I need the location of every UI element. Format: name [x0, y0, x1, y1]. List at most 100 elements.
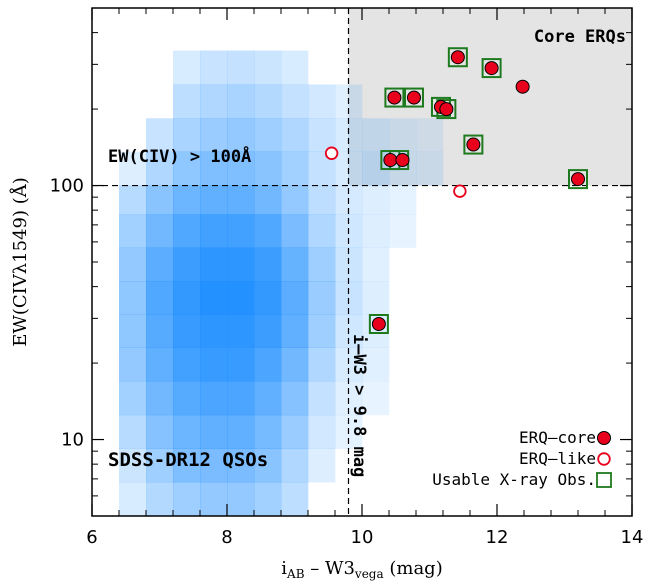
density-cell: [308, 414, 336, 450]
density-cell: [119, 281, 147, 316]
density-cell: [146, 214, 174, 248]
density-cell: [308, 347, 336, 382]
erq-core-point: [395, 153, 410, 168]
density-cell: [200, 482, 228, 516]
xray-marker: [368, 314, 389, 335]
density-cell: [254, 448, 282, 483]
density-cell: [281, 185, 309, 215]
erq-core-point: [383, 153, 398, 168]
x-tick-label: 10: [351, 527, 374, 548]
density-cell: [254, 414, 282, 450]
density-cell: [227, 381, 255, 416]
density-cell: [254, 118, 282, 152]
density-cell: [173, 347, 201, 382]
density-cell: [254, 482, 282, 516]
density-cell: [146, 151, 174, 186]
density-cell: [146, 482, 174, 516]
density-cell: [308, 214, 336, 248]
density-cell: [254, 185, 282, 215]
density-cell: [389, 185, 417, 215]
density-cell: [173, 414, 201, 450]
density-cell: [119, 185, 147, 215]
density-cell: [254, 381, 282, 416]
erq-core-point: [406, 90, 421, 105]
core-erqs-label: Core ERQs: [534, 27, 626, 47]
density-cell: [227, 118, 255, 152]
density-cell: [119, 151, 147, 186]
x-tick-label: 14: [621, 527, 644, 548]
density-cell: [200, 151, 228, 186]
density-cell: [254, 314, 282, 348]
legend-label-erq-core: ERQ–core: [519, 428, 596, 447]
density-cell: [281, 84, 309, 119]
y-tick-label: 10: [61, 430, 84, 451]
density-cell: [227, 151, 255, 186]
density-cell: [119, 381, 147, 416]
ew-cut-label: EW(CIV) > 100Å: [108, 144, 251, 167]
density-cell: [389, 214, 417, 248]
erq-core-point: [371, 317, 386, 332]
legend-marker-erq-core: [597, 431, 611, 445]
erq-like-point: [453, 184, 467, 198]
density-cell: [146, 314, 174, 348]
density-cell: [200, 118, 228, 152]
erq-core-point: [484, 61, 499, 76]
density-cell: [173, 482, 201, 516]
xray-marker: [463, 134, 484, 155]
density-cell: [227, 314, 255, 348]
density-cell: [308, 118, 336, 152]
density-cell: [362, 281, 390, 316]
density-cell: [146, 347, 174, 382]
density-cell: [200, 281, 228, 316]
density-cell: [119, 247, 147, 282]
erq-core-point: [450, 50, 465, 65]
density-cell: [119, 347, 147, 382]
density-cell: [254, 84, 282, 119]
xray-marker: [384, 87, 405, 108]
density-cell: [173, 214, 201, 248]
density-cell: [146, 185, 174, 215]
density-cell: [173, 314, 201, 348]
density-cell: [308, 185, 336, 215]
x-tick-label: 12: [486, 527, 509, 548]
density-cell: [308, 281, 336, 316]
density-cell: [173, 151, 201, 186]
plot-area: [92, 8, 632, 516]
density-cell: [281, 118, 309, 152]
legend-label-xray: Usable X-ray Obs.: [432, 470, 596, 489]
density-cell: [308, 84, 336, 119]
density-cell: [254, 347, 282, 382]
erq-core-point: [466, 137, 481, 152]
erq-core-point: [439, 102, 454, 117]
xray-marker: [447, 47, 468, 68]
density-cell: [173, 185, 201, 215]
xray-marker: [568, 169, 588, 190]
density-cell: [227, 414, 255, 450]
density-cell: [200, 347, 228, 382]
density-cell: [227, 281, 255, 316]
density-cell: [146, 247, 174, 282]
color-cut-label: i–W3 > 9.8 mag: [349, 334, 369, 477]
density-cell: [200, 50, 228, 85]
density-cell: [362, 185, 390, 215]
xray-marker: [403, 87, 424, 108]
density-cell: [173, 118, 201, 152]
legend-marker-xray: [596, 472, 612, 488]
density-cell: [281, 50, 309, 85]
density-cell: [200, 314, 228, 348]
density-cell: [146, 414, 174, 450]
density-cell: [389, 118, 417, 152]
density-cell: [119, 482, 147, 516]
density-cell: [281, 314, 309, 348]
density-cell: [362, 214, 390, 248]
density-cell: [200, 185, 228, 215]
density-cell: [200, 214, 228, 248]
density-cell: [227, 247, 255, 282]
density-cell: [173, 50, 201, 85]
density-cell: [146, 448, 174, 483]
density-cell: [362, 118, 390, 152]
density-cell: [281, 381, 309, 416]
density-cell: [308, 381, 336, 416]
density-cell: [362, 381, 390, 416]
